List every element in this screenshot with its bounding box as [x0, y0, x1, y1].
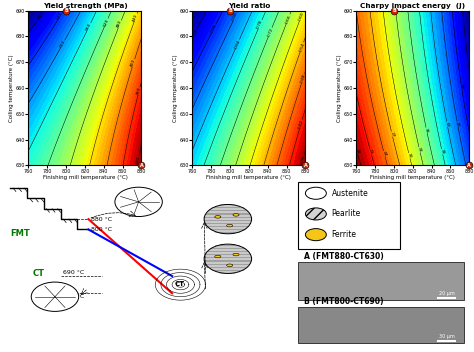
Text: 880 °C: 880 °C — [91, 216, 112, 222]
Text: 0.48: 0.48 — [300, 73, 307, 83]
FancyBboxPatch shape — [299, 262, 464, 300]
Text: 45: 45 — [455, 121, 460, 127]
Text: Austenite: Austenite — [331, 189, 368, 198]
Text: 520: 520 — [103, 18, 110, 27]
Text: 48: 48 — [459, 84, 464, 90]
Text: 800 °C: 800 °C — [91, 227, 112, 232]
Text: 21: 21 — [368, 149, 374, 155]
Text: 0.54: 0.54 — [299, 42, 305, 52]
Text: 0.90: 0.90 — [231, 11, 239, 21]
Ellipse shape — [305, 228, 326, 241]
Ellipse shape — [215, 215, 221, 218]
Text: 360: 360 — [136, 87, 142, 95]
Text: 42: 42 — [445, 121, 450, 127]
Text: 36: 36 — [424, 127, 429, 133]
Text: 630 °C: 630 °C — [64, 294, 84, 299]
Text: 18: 18 — [354, 149, 360, 155]
Text: 30: 30 — [407, 152, 412, 159]
Text: 30 μm: 30 μm — [439, 334, 455, 339]
Text: A (FMT880-CT630): A (FMT880-CT630) — [304, 252, 383, 261]
Text: 0.60: 0.60 — [298, 11, 305, 22]
Text: 24: 24 — [382, 151, 387, 157]
Text: 0.96: 0.96 — [210, 23, 218, 33]
Text: 680: 680 — [37, 11, 45, 20]
Circle shape — [115, 187, 162, 216]
Text: B (FMT800-CT690): B (FMT800-CT690) — [304, 297, 383, 306]
Text: FMT: FMT — [10, 230, 30, 238]
FancyBboxPatch shape — [298, 182, 401, 249]
Circle shape — [204, 205, 252, 234]
Circle shape — [31, 282, 79, 312]
Ellipse shape — [305, 208, 326, 220]
FancyBboxPatch shape — [299, 307, 464, 343]
Ellipse shape — [215, 255, 221, 258]
Text: A: A — [303, 163, 307, 168]
Ellipse shape — [227, 224, 233, 227]
X-axis label: Finishing mill temperature (°C): Finishing mill temperature (°C) — [370, 175, 455, 180]
Text: 400: 400 — [130, 58, 137, 68]
Text: 20 μm: 20 μm — [439, 291, 455, 296]
Text: A: A — [140, 163, 143, 168]
Y-axis label: Coiling temperature (°C): Coiling temperature (°C) — [337, 54, 342, 122]
Text: 27: 27 — [390, 131, 394, 137]
X-axis label: Finishing mill temperature (°C): Finishing mill temperature (°C) — [43, 175, 128, 180]
Text: 480: 480 — [117, 20, 123, 29]
Text: 33: 33 — [417, 147, 422, 153]
Text: 0.84: 0.84 — [234, 39, 241, 49]
Text: 440: 440 — [132, 13, 139, 22]
Text: B: B — [392, 8, 396, 13]
Ellipse shape — [233, 253, 239, 256]
Title: Yield ratio: Yield ratio — [228, 4, 270, 10]
Text: 320: 320 — [136, 155, 141, 164]
Text: B: B — [228, 8, 232, 13]
Title: Yield strength (MPa): Yield strength (MPa) — [43, 4, 128, 10]
Y-axis label: Coiling temperature (°C): Coiling temperature (°C) — [173, 54, 178, 122]
Text: 51: 51 — [466, 61, 471, 67]
X-axis label: Finishing mill temperature (°C): Finishing mill temperature (°C) — [206, 175, 292, 180]
Ellipse shape — [233, 214, 239, 216]
Text: 0.66: 0.66 — [284, 13, 292, 24]
Text: Pearlite: Pearlite — [331, 209, 361, 219]
Title: Charpy impact energy  (J): Charpy impact energy (J) — [360, 4, 465, 10]
Text: 1.02: 1.02 — [191, 28, 199, 38]
Y-axis label: Coiling temperature (°C): Coiling temperature (°C) — [9, 54, 14, 122]
Text: Ferrite: Ferrite — [331, 230, 356, 239]
Text: B: B — [64, 8, 68, 13]
Text: 0.72: 0.72 — [266, 27, 274, 37]
Text: 600: 600 — [59, 39, 66, 49]
Text: CT: CT — [175, 281, 185, 287]
Text: 0.78: 0.78 — [256, 19, 264, 30]
Text: 0.36: 0.36 — [300, 155, 306, 165]
Text: 560: 560 — [85, 22, 92, 31]
Text: 640: 640 — [56, 12, 64, 21]
Ellipse shape — [227, 264, 233, 266]
Text: A: A — [467, 163, 471, 168]
Text: CT: CT — [33, 269, 45, 278]
Text: 690 °C: 690 °C — [64, 270, 84, 275]
Circle shape — [204, 244, 252, 274]
Text: 39: 39 — [439, 149, 445, 155]
Text: 0.42: 0.42 — [298, 119, 304, 130]
